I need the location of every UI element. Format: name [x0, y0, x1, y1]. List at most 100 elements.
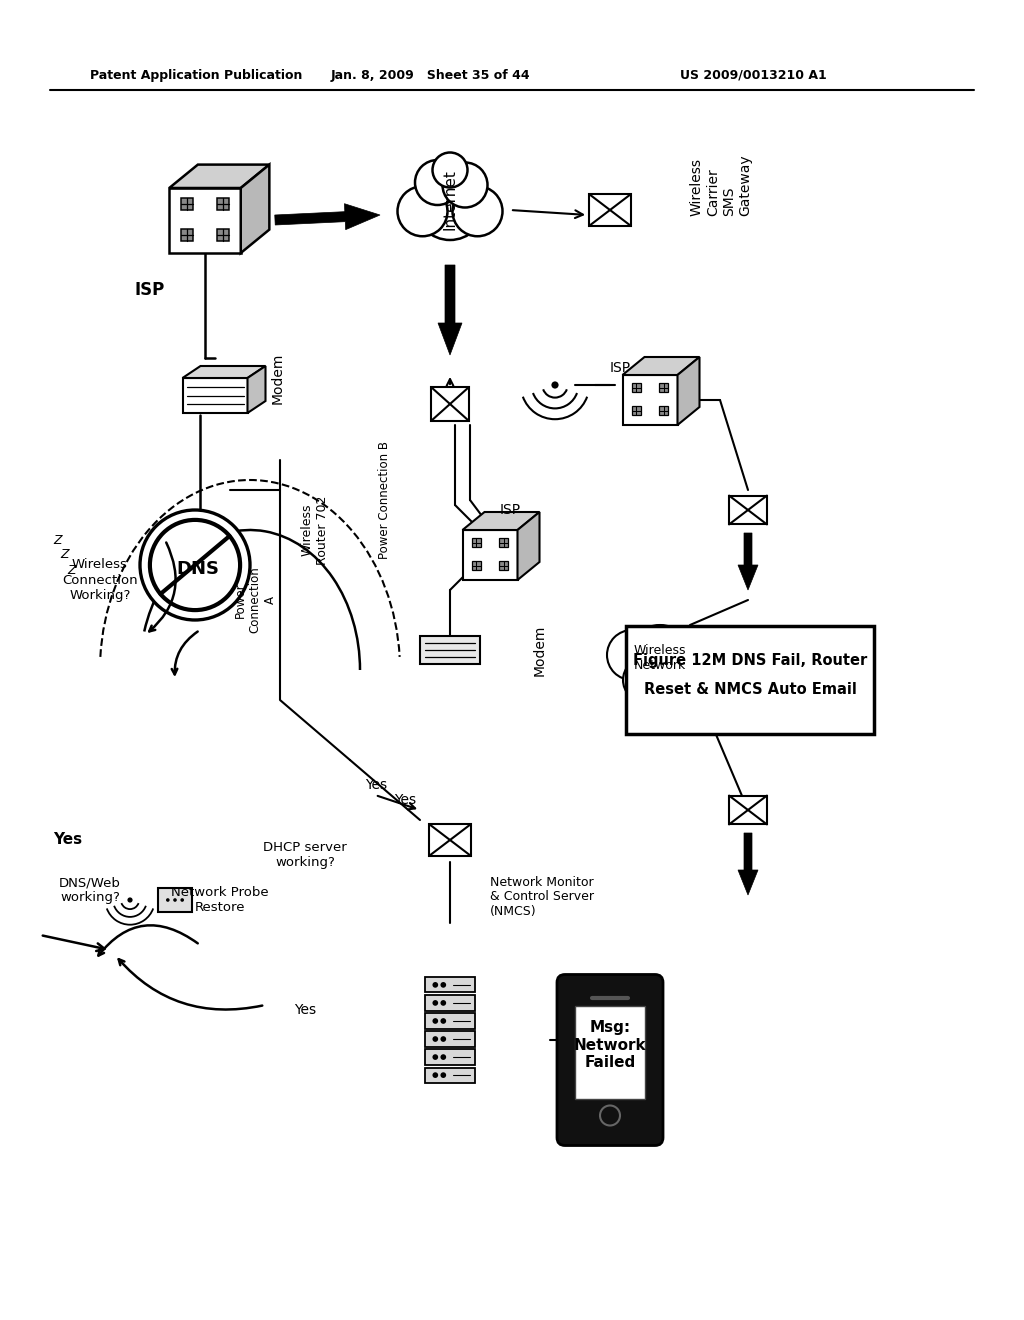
Text: Network Probe
Restore: Network Probe Restore: [171, 886, 269, 913]
Circle shape: [415, 170, 485, 240]
Circle shape: [625, 624, 695, 696]
Circle shape: [127, 898, 132, 903]
Polygon shape: [158, 888, 193, 912]
Text: (NMCS): (NMCS): [490, 906, 537, 919]
Polygon shape: [659, 383, 669, 392]
Text: ISP: ISP: [135, 281, 165, 300]
Text: Z: Z: [68, 564, 77, 577]
Polygon shape: [241, 165, 269, 253]
Text: Reset & NMCS Auto Email: Reset & NMCS Auto Email: [643, 682, 856, 697]
Text: ISP: ISP: [609, 360, 631, 375]
Circle shape: [173, 898, 177, 902]
Circle shape: [432, 1018, 438, 1024]
Polygon shape: [738, 833, 758, 895]
Circle shape: [432, 1001, 438, 1006]
Circle shape: [607, 630, 657, 680]
Circle shape: [432, 153, 468, 187]
Text: Wireless
Carrier
SMS
Gateway: Wireless Carrier SMS Gateway: [690, 154, 753, 215]
Circle shape: [453, 186, 503, 236]
Polygon shape: [463, 531, 517, 579]
Text: Yes: Yes: [294, 1003, 316, 1016]
Text: US 2009/0013210 A1: US 2009/0013210 A1: [680, 69, 826, 82]
Circle shape: [440, 1036, 446, 1041]
Polygon shape: [182, 366, 265, 378]
Text: Wireless
Router 702: Wireless Router 702: [301, 495, 329, 565]
Polygon shape: [729, 495, 767, 524]
Text: Yes: Yes: [394, 793, 416, 807]
Circle shape: [140, 510, 250, 620]
Circle shape: [432, 1036, 438, 1041]
Polygon shape: [632, 383, 641, 392]
Polygon shape: [182, 378, 248, 413]
FancyBboxPatch shape: [557, 974, 663, 1146]
Text: & Control Server: & Control Server: [490, 891, 594, 903]
Polygon shape: [589, 194, 631, 226]
Polygon shape: [425, 995, 475, 1011]
Text: Power Connection B: Power Connection B: [379, 441, 391, 558]
Polygon shape: [420, 636, 480, 664]
Polygon shape: [169, 187, 241, 253]
Polygon shape: [425, 1049, 475, 1065]
Polygon shape: [431, 387, 469, 421]
Text: Msg:
Network
Failed: Msg: Network Failed: [573, 1020, 646, 1071]
Text: Jan. 8, 2009   Sheet 35 of 44: Jan. 8, 2009 Sheet 35 of 44: [330, 69, 529, 82]
Text: ISP: ISP: [500, 503, 520, 517]
Circle shape: [663, 630, 713, 680]
Polygon shape: [472, 561, 480, 570]
Circle shape: [440, 1072, 446, 1078]
Polygon shape: [425, 1014, 475, 1028]
Polygon shape: [623, 356, 699, 375]
Circle shape: [440, 1001, 446, 1006]
Circle shape: [442, 162, 487, 207]
Polygon shape: [500, 539, 508, 546]
Polygon shape: [181, 198, 193, 210]
Text: Power
Connection
A: Power Connection A: [233, 566, 276, 634]
Circle shape: [432, 1055, 438, 1060]
Text: Internet: Internet: [442, 169, 458, 231]
Polygon shape: [517, 512, 540, 579]
Text: Wireless
Network: Wireless Network: [634, 644, 686, 672]
Polygon shape: [500, 561, 508, 570]
Circle shape: [551, 381, 559, 388]
Circle shape: [440, 1055, 446, 1060]
Circle shape: [432, 982, 438, 987]
Polygon shape: [472, 539, 480, 546]
Text: DNS/Web
working?: DNS/Web working?: [59, 876, 121, 904]
Text: Yes: Yes: [53, 833, 83, 847]
Circle shape: [397, 186, 447, 236]
Polygon shape: [463, 512, 540, 531]
Text: Patent Application Publication: Patent Application Publication: [90, 69, 302, 82]
Circle shape: [166, 898, 170, 902]
Text: Modem: Modem: [534, 624, 547, 676]
Polygon shape: [632, 407, 641, 414]
Polygon shape: [425, 1068, 475, 1082]
Bar: [574, 1006, 645, 1098]
Circle shape: [415, 160, 460, 205]
Text: Z: Z: [53, 533, 62, 546]
Text: DHCP server
working?: DHCP server working?: [263, 841, 347, 869]
Polygon shape: [274, 203, 380, 230]
Polygon shape: [425, 977, 475, 993]
Polygon shape: [659, 407, 669, 414]
Text: Figure 12M DNS Fail, Router: Figure 12M DNS Fail, Router: [633, 652, 867, 668]
Polygon shape: [217, 228, 228, 240]
Circle shape: [440, 1018, 446, 1024]
Polygon shape: [729, 796, 767, 825]
Text: Yes: Yes: [365, 777, 387, 792]
Polygon shape: [623, 375, 678, 425]
Text: Wireless
Connection
Working?: Wireless Connection Working?: [62, 558, 138, 602]
Text: Z: Z: [60, 549, 70, 561]
Circle shape: [623, 657, 667, 702]
Polygon shape: [738, 533, 758, 590]
Polygon shape: [248, 366, 265, 413]
Polygon shape: [425, 1031, 475, 1047]
Circle shape: [653, 657, 697, 702]
Circle shape: [432, 1072, 438, 1078]
Polygon shape: [217, 198, 228, 210]
Polygon shape: [678, 356, 699, 425]
Text: DNS: DNS: [176, 560, 219, 578]
Circle shape: [642, 672, 678, 708]
Text: Network Monitor: Network Monitor: [490, 875, 594, 888]
Text: Modem: Modem: [271, 352, 285, 404]
Polygon shape: [181, 228, 193, 240]
